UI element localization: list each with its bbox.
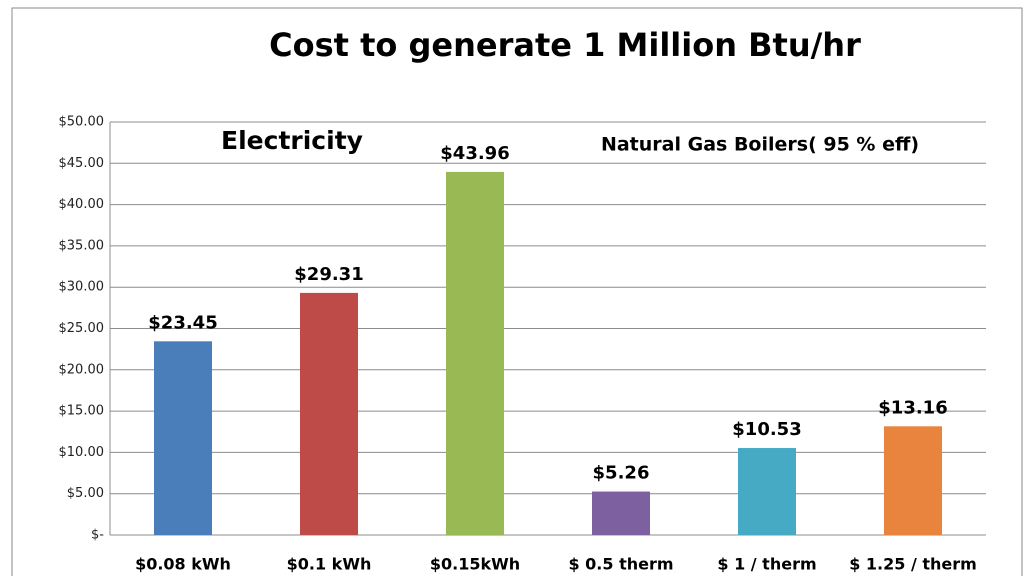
x-tick-label: $ 0.5 therm [568,555,673,574]
annotation: Natural Gas Boilers( 95 % eff) [601,134,919,156]
value-label: $5.26 [593,463,650,484]
y-tick-label: $15.00 [59,404,105,419]
y-tick-label: $20.00 [59,362,105,377]
x-tick-label: $ 1 / therm [717,555,816,574]
y-tick-label: $30.00 [59,280,105,295]
x-tick-label: $0.15kWh [430,555,520,574]
y-tick-label: $35.00 [59,238,105,253]
bar [592,491,650,535]
bar [300,292,358,535]
value-label: $29.31 [294,264,363,285]
bar [884,426,942,535]
bar [446,171,504,536]
y-tick-label: $50.00 [59,115,105,130]
x-tick-label: $0.1 kWh [287,555,372,574]
bar [738,448,796,535]
chart-title: Cost to generate 1 Million Btu/hr [269,26,861,64]
x-tick-label: $ 1.25 / therm [849,555,977,574]
y-tick-label: $25.00 [59,321,105,336]
y-tick-label: $40.00 [59,197,105,212]
y-tick-label: $- [91,528,104,543]
value-label: $23.45 [148,312,217,333]
y-tick-label: $45.00 [59,156,105,171]
value-label: $43.96 [440,143,509,164]
x-tick-label: $0.08 kWh [135,555,231,574]
y-tick-label: $5.00 [67,486,104,501]
bar [154,341,212,535]
y-tick-label: $10.00 [59,445,105,460]
annotation: Electricity [221,126,363,155]
value-label: $13.16 [878,397,947,418]
value-label: $10.53 [732,419,801,440]
